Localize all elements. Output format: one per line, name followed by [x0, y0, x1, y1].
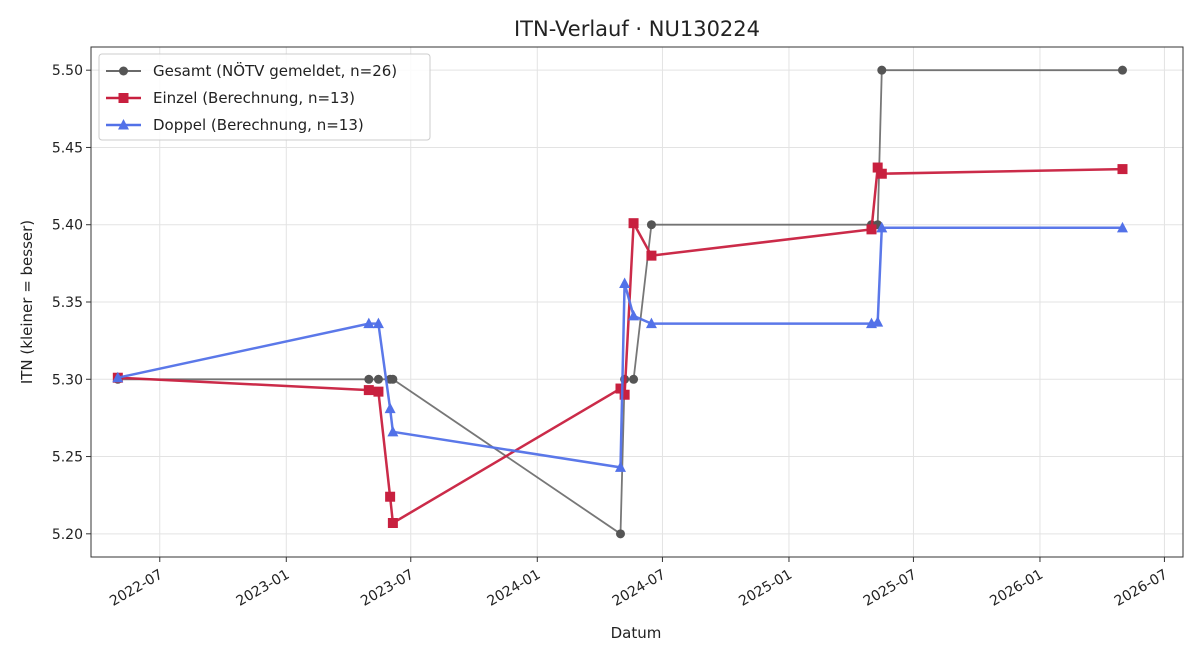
- data-point: [614, 461, 626, 472]
- data-point: [646, 250, 657, 261]
- x-tick-label: 2023-01: [234, 567, 293, 610]
- data-point: [872, 316, 884, 327]
- legend-swatch-marker: [118, 93, 129, 103]
- series-2: [112, 221, 1128, 472]
- data-point: [615, 383, 626, 394]
- x-tick-label: 2022-07: [107, 567, 166, 610]
- data-point: [1117, 65, 1127, 75]
- data-point: [615, 529, 625, 539]
- legend: Gesamt (NÖTV gemeldet, n=26) Einzel (Bere…: [98, 53, 431, 141]
- data-point: [385, 491, 396, 502]
- data-point: [646, 220, 656, 230]
- data-point: [384, 402, 396, 414]
- data-point: [628, 309, 640, 321]
- x-tick-label: 2025-01: [736, 567, 795, 610]
- x-tick-label: 2024-07: [610, 567, 669, 610]
- series-1: [112, 162, 1128, 528]
- series-lines: [112, 65, 1128, 539]
- x-tick-label: 2026-07: [1112, 567, 1171, 610]
- data-point: [364, 374, 374, 384]
- data-point: [1117, 164, 1128, 175]
- y-tick-label: 5.25: [52, 450, 83, 466]
- y-axis-title: ITN (kleiner = besser): [18, 220, 36, 384]
- legend-label: Gesamt (NÖTV gemeldet, n=26): [153, 61, 397, 80]
- data-point: [628, 218, 639, 229]
- data-point: [1116, 221, 1128, 233]
- legend-swatch-marker: [118, 119, 129, 130]
- data-point: [866, 224, 877, 235]
- y-tick-label: 5.35: [52, 295, 83, 311]
- x-axis-title: Datum: [611, 624, 662, 642]
- data-point: [372, 317, 384, 329]
- y-tick-label: 5.20: [52, 527, 83, 543]
- y-tick-label: 5.30: [52, 372, 83, 388]
- data-point: [387, 518, 398, 528]
- x-tick-label: 2026-01: [987, 567, 1046, 610]
- data-point: [388, 374, 398, 384]
- x-tick-label: 2025-07: [861, 567, 920, 610]
- data-point: [619, 389, 630, 400]
- legend-entry: Einzel (Berechnung, n=13): [106, 89, 355, 107]
- y-tick-label: 5.45: [52, 140, 83, 156]
- data-point: [373, 386, 384, 397]
- data-point: [876, 221, 888, 233]
- legend-label: Einzel (Berechnung, n=13): [153, 89, 355, 107]
- chart-title: ITN-Verlauf · NU130224: [514, 17, 760, 41]
- data-point: [645, 317, 657, 329]
- x-axis-ticks: 2022-07 2023-01 2023-07 2024-01 2024-07 2025-…: [107, 557, 1170, 610]
- y-tick-label: 5.50: [52, 63, 83, 79]
- y-tick-label: 5.40: [52, 218, 83, 234]
- data-point: [387, 425, 399, 437]
- data-point: [363, 385, 374, 396]
- legend-label: Doppel (Berechnung, n=13): [153, 116, 364, 134]
- data-point: [619, 277, 631, 288]
- data-point: [877, 65, 887, 75]
- x-tick-label: 2023-07: [358, 567, 417, 610]
- data-point: [872, 162, 883, 173]
- data-point: [373, 374, 383, 384]
- legend-entry: Doppel (Berechnung, n=13): [106, 116, 364, 134]
- y-axis-ticks: 5.20 5.25 5.30 5.35 5.40 5.45 5.50: [52, 63, 91, 543]
- data-point: [629, 374, 639, 384]
- data-point: [876, 168, 887, 179]
- legend-box: [98, 53, 431, 141]
- data-point: [363, 317, 375, 329]
- legend-entry: Gesamt (NÖTV gemeldet, n=26): [106, 61, 397, 80]
- series-line: [117, 226, 1123, 469]
- legend-swatch-marker: [119, 66, 128, 76]
- x-tick-label: 2024-01: [485, 567, 544, 610]
- data-point: [112, 371, 124, 383]
